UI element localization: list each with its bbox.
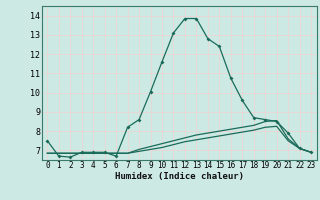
- X-axis label: Humidex (Indice chaleur): Humidex (Indice chaleur): [115, 172, 244, 181]
